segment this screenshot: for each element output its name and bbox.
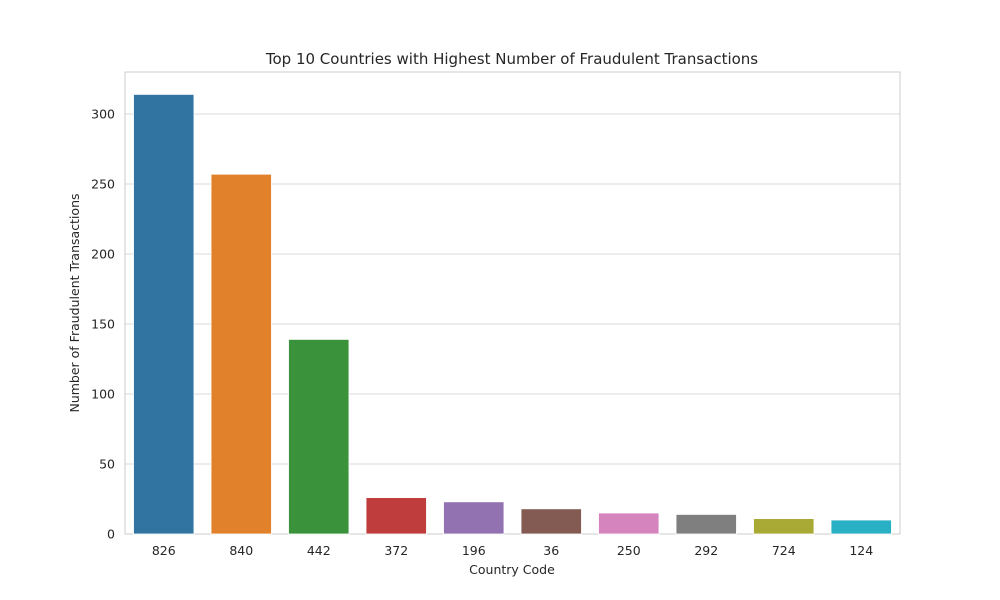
x-tick-label: 724 xyxy=(772,543,796,558)
bar-372 xyxy=(365,497,427,535)
bar-36 xyxy=(520,508,582,535)
x-tick-label: 124 xyxy=(849,543,873,558)
y-tick-label: 50 xyxy=(99,457,115,472)
y-tick-label: 300 xyxy=(91,107,115,122)
x-tick-label: 372 xyxy=(384,543,408,558)
x-tick-label: 292 xyxy=(694,543,718,558)
x-tick-label: 442 xyxy=(307,543,331,558)
bar-724 xyxy=(753,518,815,535)
x-tick-label: 826 xyxy=(152,543,176,558)
y-tick-labels: 0 50 100 150 200 250 300 xyxy=(91,107,115,542)
y-tick-label: 100 xyxy=(91,387,115,402)
x-tick-label: 196 xyxy=(462,543,486,558)
y-tick-label: 0 xyxy=(107,527,115,542)
y-tick-label: 250 xyxy=(91,177,115,192)
x-tick-labels: 826 840 442 372 196 36 250 292 724 124 xyxy=(152,543,873,558)
bar-826 xyxy=(133,94,195,535)
bar-124 xyxy=(830,519,892,535)
y-tick-label: 150 xyxy=(91,317,115,332)
bar-442 xyxy=(288,338,350,535)
x-tick-label: 840 xyxy=(229,543,253,558)
bar-250 xyxy=(598,512,660,535)
plot-area-frame xyxy=(124,71,901,535)
y-tick-label: 200 xyxy=(91,247,115,262)
bar-292 xyxy=(675,514,737,535)
bar-840 xyxy=(210,173,272,535)
bars xyxy=(133,94,892,535)
x-tick-label: 36 xyxy=(543,543,559,558)
bar-196 xyxy=(443,501,505,535)
chart-title: Top 10 Countries with Highest Number of … xyxy=(265,50,758,68)
x-tick-label: 250 xyxy=(617,543,641,558)
x-axis-label: Country Code xyxy=(469,562,555,577)
y-axis-label: Number of Fraudulent Transactions xyxy=(67,193,82,412)
